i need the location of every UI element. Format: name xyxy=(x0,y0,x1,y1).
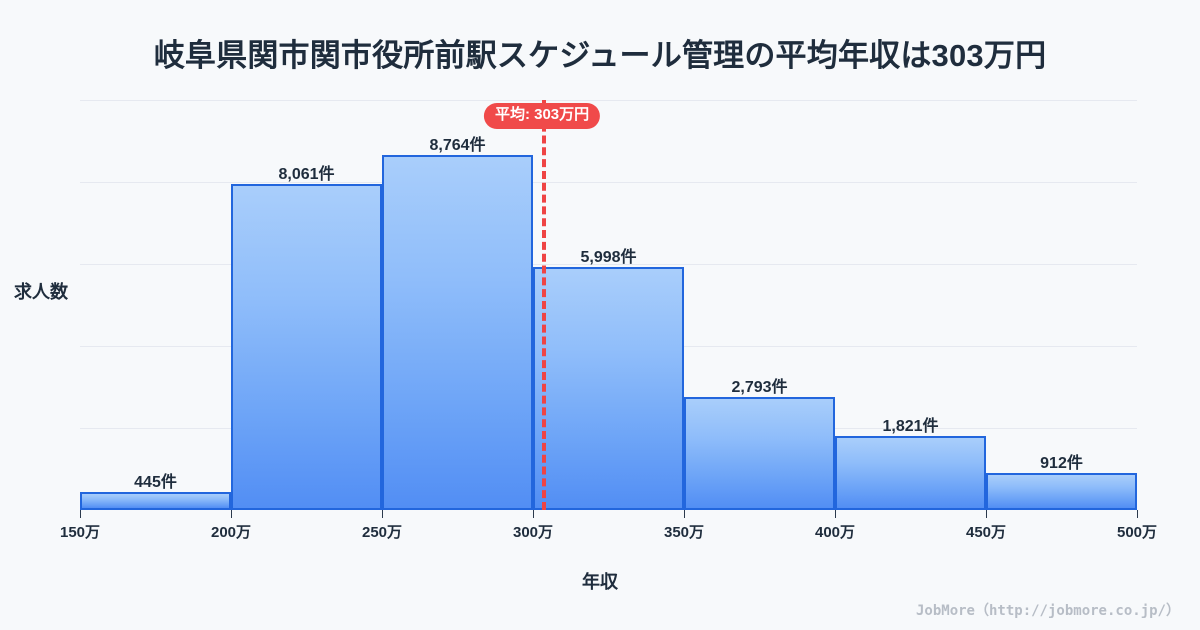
bar-value-label: 445件 xyxy=(134,473,177,491)
x-tick-label: 350万 xyxy=(663,524,705,541)
x-tick-label: 500万 xyxy=(1116,524,1158,541)
x-tick-mark xyxy=(382,510,383,518)
bar[interactable] xyxy=(835,436,986,510)
x-tick-label: 400万 xyxy=(814,524,856,541)
x-tick-mark xyxy=(231,510,232,518)
x-axis-title: 年収 xyxy=(582,572,618,592)
bar-value-label: 5,998件 xyxy=(580,249,637,267)
x-tick-label: 450万 xyxy=(965,524,1007,541)
x-axis-ticks: 150万 200万 250万 300万 350万 400万 450万 500万 xyxy=(60,510,1157,556)
bar[interactable] xyxy=(986,473,1137,510)
x-tick-label: 300万 xyxy=(512,524,554,541)
bar[interactable] xyxy=(231,183,382,510)
plot-area: 445件 8,061件 8,764件 5,998件 2,793件 1,821件 912件 xyxy=(80,100,1137,510)
bar[interactable] xyxy=(80,491,231,510)
x-tick-mark xyxy=(533,510,534,518)
x-tick-mark xyxy=(835,510,836,518)
bar[interactable] xyxy=(382,155,533,510)
bar-value-label: 8,764件 xyxy=(429,137,486,155)
footer-credit: JobMore（http://jobmore.co.jp/） xyxy=(915,603,1180,619)
average-line xyxy=(542,100,547,510)
x-tick-mark xyxy=(684,510,685,518)
bar[interactable] xyxy=(684,396,835,510)
bar-value-label: 2,793件 xyxy=(731,378,788,396)
x-tick-label: 200万 xyxy=(210,524,252,541)
bar[interactable] xyxy=(533,267,684,510)
bar-value-label: 1,821件 xyxy=(882,418,939,436)
page-title: 岐阜県関市関市役所前駅スケジュール管理の平均年収は303万円 xyxy=(153,38,1047,73)
x-tick-mark xyxy=(1137,510,1138,518)
y-axis-title: 求人数 xyxy=(14,282,68,302)
x-tick-mark xyxy=(80,510,81,518)
x-tick-mark xyxy=(986,510,987,518)
bar-value-label: 8,061件 xyxy=(278,165,335,183)
x-tick-label: 250万 xyxy=(361,524,403,541)
bar-value-label: 912件 xyxy=(1040,455,1083,473)
x-tick-label: 150万 xyxy=(59,524,101,541)
bars-layer: 445件 8,061件 8,764件 5,998件 2,793件 1,821件 912件 xyxy=(80,100,1137,510)
average-badge: 平均: 303万円 xyxy=(483,103,601,129)
